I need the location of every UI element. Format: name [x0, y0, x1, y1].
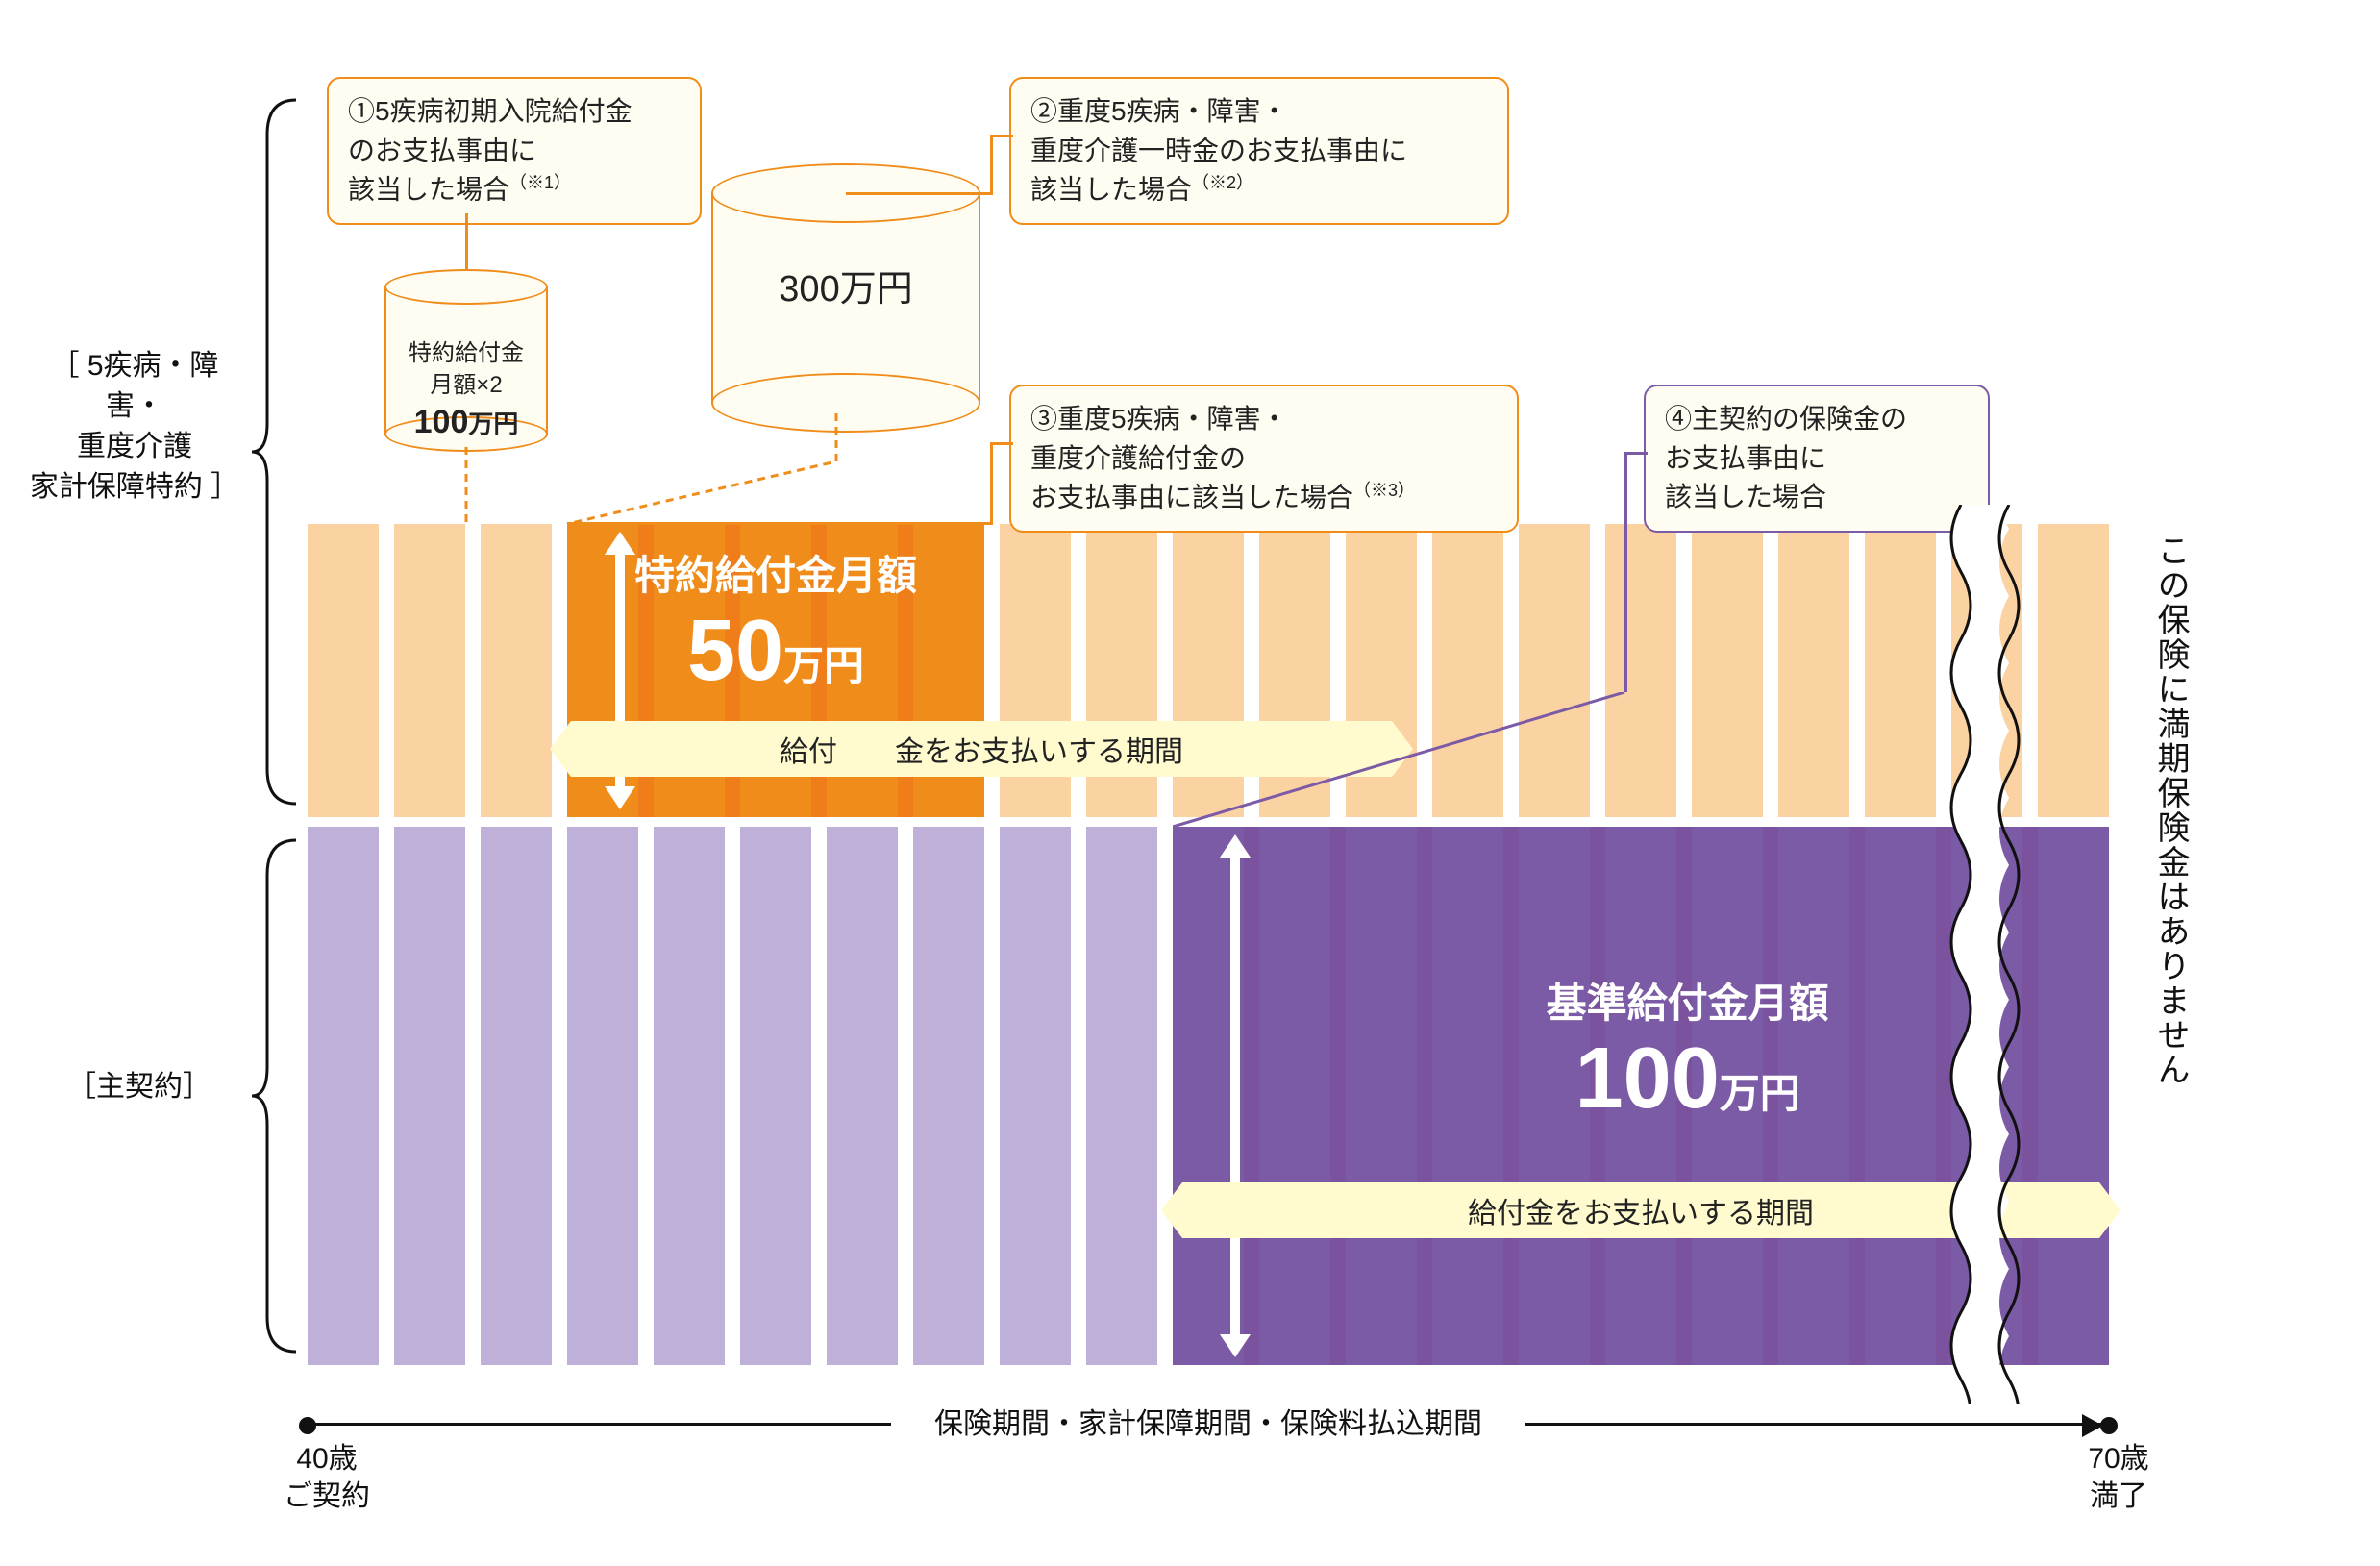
callout-2: ②重度5疾病・障害・重度介護一時金のお支払事由に該当した場合（※2）	[1009, 77, 1509, 225]
callout-3: ③重度5疾病・障害・重度介護給付金のお支払事由に該当した場合（※3）	[1009, 385, 1519, 533]
timeline-start: 40歳ご契約	[260, 1440, 394, 1515]
label-rider: ［ 5疾病・障害・重度介護家計保障特約 ］	[29, 346, 240, 508]
rider-amount: 特約給付金月額50万円	[567, 543, 984, 701]
time-break	[1932, 505, 2038, 1404]
timeline-mid: 保険期間・家計保障期間・保険料払込期間	[891, 1404, 1525, 1445]
main-amount: 基準給付金月額100万円	[1438, 971, 1938, 1129]
timeline-end: 70歳満了	[2051, 1440, 2186, 1515]
right-note: この保険に満期保険金はありません	[2147, 534, 2194, 1264]
callout-1: ①5疾病初期入院給付金のお支払事由に該当した場合（※1）	[327, 77, 702, 225]
cylinder-small: 特約給付金月額×2100万円	[384, 269, 548, 452]
label-main: ［主契約］	[67, 1067, 211, 1107]
